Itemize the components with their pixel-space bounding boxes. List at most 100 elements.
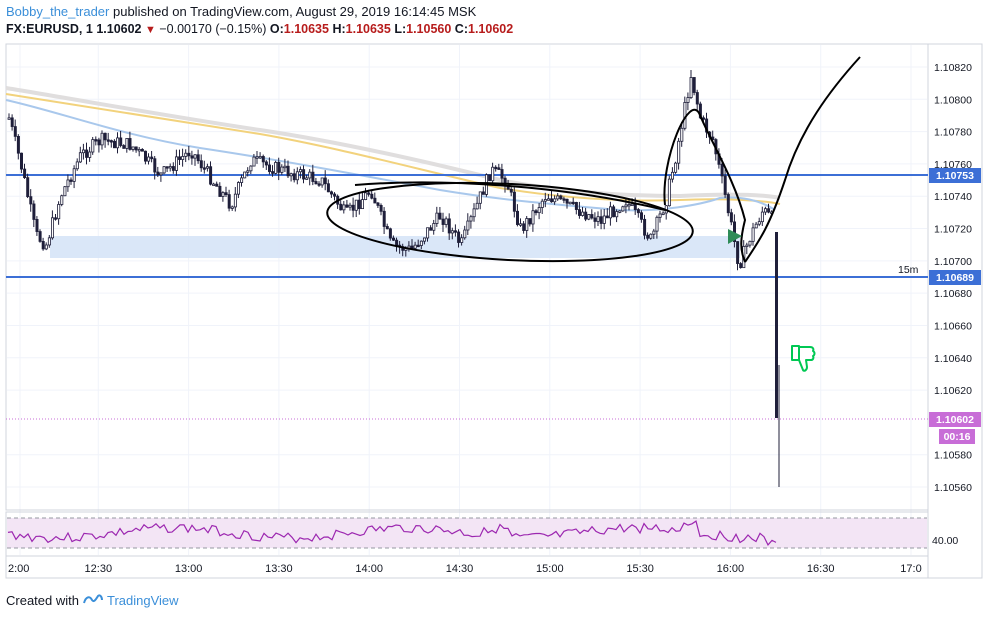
candle-body [528, 218, 532, 225]
published-text: published on TradingView.com, August 29,… [112, 4, 477, 19]
trend-stroke[interactable] [354, 181, 666, 211]
support-zone[interactable] [50, 236, 740, 258]
lower-line-badge-text: 1.10689 [936, 272, 974, 284]
candle-body [370, 193, 374, 199]
ma-blue-line [5, 99, 776, 212]
price-tick-label: 1.10700 [934, 256, 972, 268]
candle-body [581, 211, 585, 216]
candle-body [91, 139, 95, 153]
candle-body [429, 227, 433, 231]
candle-body [143, 150, 147, 162]
candle-body [640, 212, 644, 220]
candle-body [119, 137, 123, 146]
candle-body [75, 161, 79, 170]
low-value: 1.10560 [406, 22, 452, 36]
green-arrow-icon[interactable] [728, 229, 742, 244]
candle-body [534, 210, 538, 214]
time-tick-label: 15:00 [536, 563, 564, 575]
candle-body [605, 215, 609, 219]
price-tick-label: 1.10780 [934, 127, 972, 139]
chart-grid [7, 45, 927, 555]
high-value: 1.10635 [345, 22, 391, 36]
candle-body [113, 140, 117, 149]
price-tick-label: 1.10800 [934, 94, 972, 106]
candle-body [500, 169, 504, 179]
candle-body [202, 167, 206, 170]
candle-body [38, 231, 42, 242]
candle-body [255, 156, 259, 159]
candle-body [364, 192, 368, 200]
price-axis-ticks: 1.10820 1.10800 1.10780 1.10760 1.10740 1.107… [934, 62, 972, 494]
candle-body [689, 77, 693, 98]
ma-gray-line [5, 86, 781, 200]
candle-body [432, 223, 436, 231]
candle-body [264, 161, 268, 166]
candle-body [379, 205, 383, 212]
tradingview-logo-icon [83, 593, 103, 608]
candle-body [66, 179, 70, 188]
candle-body [376, 202, 380, 206]
candle-body [125, 138, 129, 149]
candle-body [233, 193, 237, 208]
candle-body [162, 166, 166, 174]
candle-body [475, 202, 479, 210]
time-tick-label: 14:30 [446, 563, 474, 575]
candle-body [578, 209, 582, 216]
candle-body [686, 97, 690, 103]
author-link[interactable]: Bobby_the_trader [6, 4, 110, 19]
projection-curve[interactable] [744, 56, 861, 263]
candle-body [333, 193, 337, 197]
candle-body [652, 230, 656, 235]
candle-body [593, 217, 597, 222]
candle-body [674, 162, 678, 173]
candle-body [646, 234, 650, 239]
tradingview-link[interactable]: TradingView [106, 593, 179, 608]
candle-body [345, 204, 349, 208]
candle-body [106, 139, 110, 142]
candle-body [236, 182, 240, 195]
candle-body [481, 191, 485, 195]
candle-body [764, 208, 768, 213]
footer: Created with TradingView [6, 593, 179, 608]
candle-body [258, 156, 262, 159]
candle-body [10, 117, 14, 127]
candle-body [438, 212, 442, 220]
spike-loop-drawing[interactable] [663, 108, 747, 263]
countdown-badge [939, 429, 975, 444]
candle-body [246, 170, 250, 173]
candle-body [227, 194, 231, 209]
candle-body [453, 230, 457, 233]
candle-body [559, 195, 563, 200]
candle-body [57, 204, 61, 220]
candle-body [240, 177, 244, 183]
candle-body [69, 179, 73, 182]
symbol-info-bar: FX:EURUSD, 1 1.10602 ▼ −0.00170 (−0.15%)… [6, 22, 513, 36]
candle-body [574, 202, 578, 210]
candle-body [35, 219, 39, 232]
low-label: L: [394, 22, 407, 36]
candle-body [692, 77, 696, 93]
price-tick-label: 1.10660 [934, 320, 972, 332]
candle-body [51, 217, 55, 239]
candle-body [360, 199, 364, 210]
created-with-label: Created with [6, 593, 79, 608]
candle-body [103, 132, 107, 141]
candle-body [556, 195, 560, 200]
close-label: C: [454, 22, 468, 36]
candle-body [277, 162, 281, 173]
candle-body [587, 214, 591, 220]
candle-body [373, 197, 377, 204]
candle-body [512, 191, 516, 212]
candle-body [292, 173, 296, 181]
thumbs-down-icon[interactable] [791, 345, 816, 372]
candle-body [47, 237, 51, 246]
candle-body [615, 211, 619, 218]
candle-body [457, 231, 461, 243]
candle-body [329, 191, 333, 195]
range-ellipse[interactable] [325, 174, 694, 269]
price-tick-label: 1.10640 [934, 353, 972, 365]
candle-body [388, 228, 392, 239]
candle-body [100, 132, 104, 146]
candle-body [298, 169, 302, 173]
